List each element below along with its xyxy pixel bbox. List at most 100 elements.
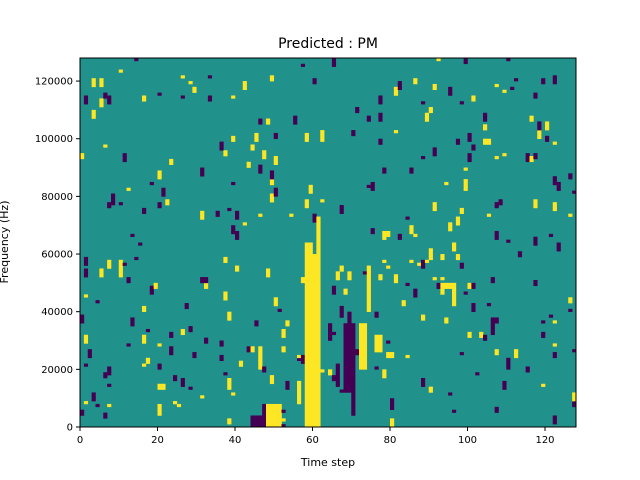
heatmap-cell-low — [541, 331, 546, 338]
heatmap-cell-high — [231, 95, 236, 99]
heatmap-cell-low — [494, 202, 499, 209]
heatmap-cell-low — [281, 424, 286, 428]
heatmap-cell-low — [486, 303, 492, 307]
heatmap-cell-high — [180, 75, 185, 79]
heatmap-cell-high — [300, 277, 306, 284]
heatmap-cell-low — [452, 409, 457, 413]
heatmap-cell-high — [269, 179, 275, 186]
x-tick-label: 60 — [306, 435, 319, 446]
heatmap-cell-low — [374, 311, 379, 318]
heatmap-cell-high — [231, 135, 236, 142]
y-tick-label: 80000 — [41, 192, 73, 203]
heatmap-cell-high — [320, 130, 325, 142]
heatmap-cell-low — [370, 228, 375, 235]
heatmap-cell-high — [273, 403, 278, 428]
heatmap-cell-low — [204, 277, 209, 284]
heatmap-cell-low — [351, 323, 356, 416]
heatmap-cell-high — [440, 254, 445, 261]
heatmap-cell-high — [145, 357, 151, 364]
heatmap-cell-high — [258, 213, 263, 217]
y-tick-label: 60000 — [41, 250, 73, 261]
heatmap-cell-low — [250, 415, 255, 428]
plot-frame — [79, 57, 577, 428]
heatmap-cell-high — [428, 107, 433, 114]
x-tick-label: 120 — [535, 435, 554, 446]
heatmap-cell-high — [440, 282, 445, 295]
heatmap-cell-high — [308, 184, 313, 194]
heatmap-cell-high — [91, 109, 96, 119]
heatmap-cell-high — [157, 170, 162, 180]
heatmap-cell-low — [471, 303, 476, 312]
heatmap-cell-low — [351, 130, 356, 137]
heatmap-cell-low — [533, 153, 538, 160]
heatmap-cell-high — [192, 86, 197, 93]
heatmap-cell-low — [91, 392, 96, 402]
heatmap-cell-low — [173, 375, 178, 382]
heatmap-cell-low — [134, 58, 139, 62]
heatmap-cell-low — [219, 340, 224, 347]
heatmap-cell-low — [390, 398, 395, 410]
heatmap-cell-low — [231, 181, 236, 186]
y-tick-label: 120000 — [35, 77, 73, 88]
heatmap-cell-low — [258, 164, 263, 174]
heatmap-cell-high — [405, 354, 410, 359]
heatmap-cell-low — [471, 282, 476, 289]
heatmap-cell-high — [514, 349, 519, 359]
heatmap-cell-high — [568, 213, 573, 217]
heatmap-cell-high — [281, 346, 286, 353]
heatmap-cell-low — [552, 75, 557, 85]
heatmap-cell-low — [494, 230, 499, 240]
heatmap-cell-high — [494, 83, 499, 88]
heatmap-cell-low — [254, 415, 259, 428]
heatmap-cell-low — [448, 86, 453, 96]
heatmap-cell-high — [266, 268, 271, 278]
heatmap-cell-high — [533, 199, 538, 209]
heatmap-cell-high — [223, 150, 228, 157]
heatmap-cell-low — [552, 176, 557, 186]
heatmap-cell-high — [312, 254, 317, 428]
heatmap-cell-high — [242, 222, 247, 226]
heatmap-cell-low — [312, 213, 317, 223]
heatmap-cell-low — [382, 167, 387, 174]
heatmap-cell-high — [436, 58, 441, 62]
heatmap-cell-low — [366, 115, 371, 122]
heatmap-cell-high — [494, 349, 499, 356]
heatmap-cell-high — [463, 167, 468, 171]
heatmap-cell-low — [347, 311, 352, 393]
heatmap-cell-low — [107, 202, 112, 209]
heatmap-cell-low — [107, 383, 112, 387]
heatmap-cell-high — [320, 199, 325, 203]
heatmap-cell-high — [238, 360, 244, 367]
heatmap-cell-high — [328, 369, 333, 376]
heatmap-cell-high — [541, 383, 546, 387]
heatmap-cell-low — [510, 86, 515, 91]
heatmap-cell-high — [273, 156, 278, 165]
heatmap-cell-high — [161, 383, 166, 390]
heatmap-cell-high — [335, 271, 340, 281]
heatmap-cell-low — [235, 230, 240, 240]
heatmap-cell-low — [281, 409, 286, 413]
heatmap-cell-low — [258, 118, 263, 125]
heatmap-cell-low — [514, 78, 519, 82]
heatmap-cell-low — [409, 167, 414, 174]
y-tick-label: 20000 — [41, 365, 73, 376]
heatmap-cell-high — [269, 375, 275, 385]
heatmap-cell-high — [231, 392, 236, 396]
heatmap-cell-high — [409, 259, 414, 263]
heatmap-cell-low — [568, 308, 573, 312]
heatmap-cell-low — [556, 181, 561, 191]
heatmap-cell-low — [498, 199, 503, 206]
heatmap-cell-low — [145, 328, 151, 333]
heatmap-cell-high — [483, 138, 488, 145]
heatmap-cell-low — [517, 251, 523, 258]
heatmap-cell-low — [405, 282, 410, 287]
heatmap-cell-high — [157, 383, 162, 390]
y-axis: 0 20000 40000 60000 80000 100000 120000 — [35, 77, 80, 434]
x-tick-label: 20 — [151, 435, 164, 446]
heatmap-cell-low — [83, 363, 89, 367]
heatmap-cell-high — [269, 75, 275, 82]
heatmap-cell-low — [463, 58, 468, 65]
heatmap-cell-low — [490, 277, 495, 284]
heatmap-cell-low — [227, 207, 232, 212]
